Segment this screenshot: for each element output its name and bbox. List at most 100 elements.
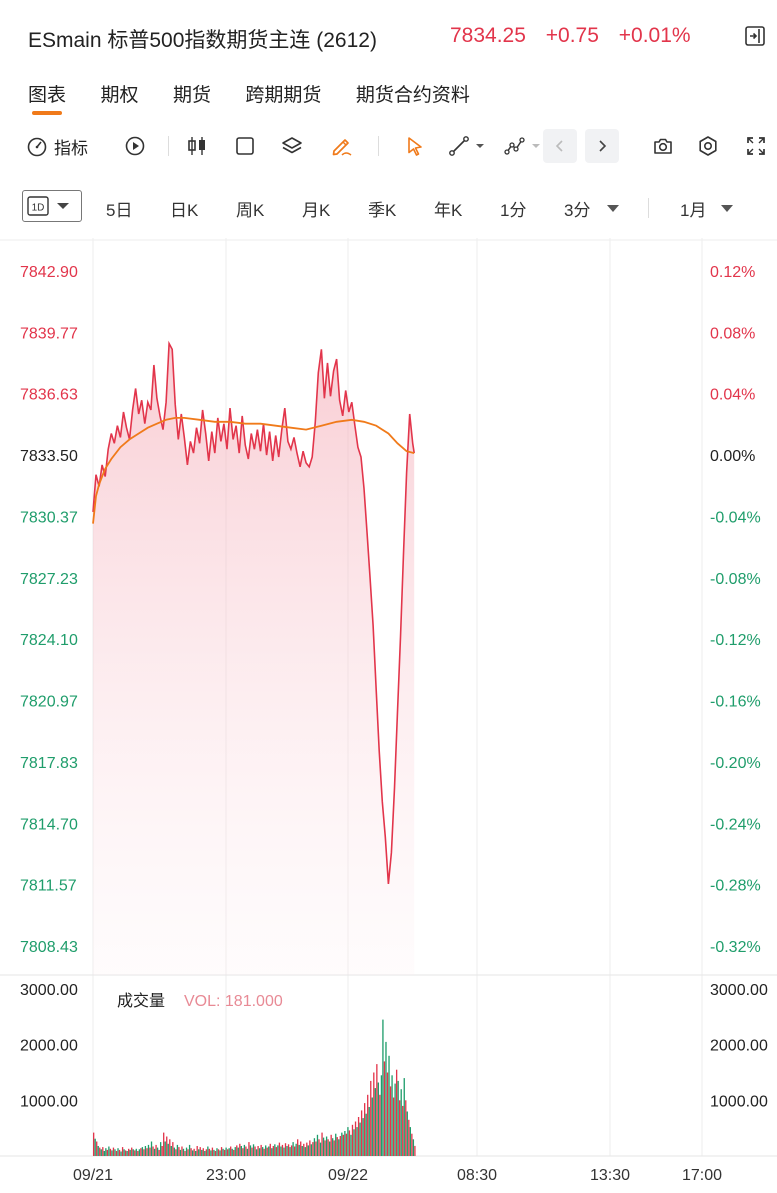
period-divider [648,198,649,218]
volume-bar [167,1143,169,1156]
volume-bar [272,1146,274,1156]
fullscreen-icon[interactable] [745,132,767,160]
tab-futures[interactable]: 期货 [172,85,211,106]
volume-bar [354,1121,357,1156]
volume-title: 成交量 [117,992,165,1010]
volume-bar [365,1113,367,1156]
volume-bar [99,1147,101,1156]
period-day-k[interactable]: 日K [170,201,199,220]
chart-area[interactable]: 7842.90 7839.77 7836.63 7833.50 7830.37 7827.… [0,238,777,1188]
tab-chart[interactable]: 图表 [28,80,66,115]
period-1min[interactable]: 1分 [500,201,527,220]
prev-icon[interactable] [543,129,577,163]
percent-axis-label: -0.32% [710,939,761,956]
volume-bar [399,1100,401,1156]
volume-bar [123,1149,125,1156]
volume-bar [199,1147,201,1156]
chevron-down-icon[interactable] [720,203,734,215]
volume-bar [188,1144,191,1156]
volume-bar [147,1144,150,1156]
volume-bar [353,1129,355,1156]
toolbar-divider [378,136,379,156]
volume-bar [258,1148,261,1156]
volume-bar [298,1144,300,1156]
settings-icon[interactable] [697,132,719,160]
volume-bar [265,1145,267,1156]
volume-bar [156,1147,159,1156]
period-1d-select[interactable]: 1D [22,190,82,222]
period-3min[interactable]: 3分 [564,201,591,220]
volume-bar [395,1069,398,1156]
volume-bar [339,1136,341,1156]
volume-bar [96,1141,98,1156]
line-tool-icon[interactable] [448,132,488,160]
period-5d[interactable]: 5日 [106,201,133,220]
layers-icon[interactable] [281,132,303,160]
price-line [92,340,415,884]
pattern-tool-icon[interactable] [504,132,544,160]
volume-bar [126,1151,128,1156]
volume-bar [293,1146,296,1156]
period-month-k[interactable]: 月K [302,201,331,220]
volume-bar [284,1143,287,1156]
period-year-k[interactable]: 年K [434,201,463,220]
period-week-k[interactable]: 周K [236,201,265,220]
volume-bar [303,1143,305,1156]
percent-axis-label: 0.12% [710,264,755,281]
next-icon[interactable] [585,129,619,163]
volume-bar [385,1041,387,1156]
volume-bar [190,1148,192,1156]
volume-bar [350,1134,352,1156]
volume-bar [402,1105,404,1156]
volume-bar [164,1141,166,1156]
volume-bar [240,1146,242,1156]
volume-bar [128,1148,130,1156]
time-axis-label: 13:30 [590,1167,630,1184]
volume-bar [179,1149,182,1156]
volume-bar [338,1139,340,1156]
pen-icon[interactable] [330,132,354,160]
volume-bar [94,1138,96,1156]
volume-bar [357,1117,360,1156]
period-1month[interactable]: 1月 [680,201,707,220]
rectangle-icon[interactable] [234,132,256,160]
volume-bar [300,1141,302,1156]
volume-bar [230,1146,232,1156]
page-title: ESmain 标普500指数期货主连 (2612) [28,29,377,52]
tab-options[interactable]: 期权 [100,85,139,106]
price-summary: 7834.25 +0.75 +0.01% [450,24,705,48]
tab-spread-futures[interactable]: 跨期期货 [245,85,322,106]
volume-bar [307,1145,309,1156]
toolbar-divider [168,136,169,156]
volume-bar [309,1140,311,1156]
camera-icon[interactable] [652,132,674,160]
percent-axis-label: 0.04% [710,387,755,404]
indicator-button[interactable]: 指标 [26,132,88,160]
volume-bar [153,1148,156,1156]
intraday-chart[interactable]: 7842.90 7839.77 7836.63 7833.50 7830.37 7827.… [0,238,777,1188]
volume-bar [301,1146,303,1156]
chevron-down-icon[interactable] [606,203,620,215]
volume-bar [306,1142,308,1156]
volume-bar [159,1142,162,1156]
volume-bar [359,1122,361,1156]
volume-axis-label: 2000.00 [20,1038,78,1055]
volume-bar [205,1149,207,1156]
volume-bar [191,1150,194,1156]
price-axis-label: 7811.57 [20,878,77,895]
volume-bar [268,1146,270,1156]
period-quarter-k[interactable]: 季K [368,201,397,220]
volume-bar [411,1133,413,1156]
volume-bar [245,1146,247,1156]
volume-bar [345,1133,348,1156]
volume-bar [231,1148,233,1156]
replay-icon[interactable] [124,132,146,160]
exit-fullscreen-icon[interactable] [744,25,766,47]
cursor-icon[interactable] [404,132,426,160]
volume-bar [277,1145,279,1156]
candlestick-icon[interactable] [186,132,208,160]
time-axis-label: 09/21 [73,1167,113,1184]
volume-bar [310,1144,313,1156]
tab-contract-info[interactable]: 期货合约资料 [355,85,470,106]
price-axis-label: 7842.90 [20,264,78,281]
